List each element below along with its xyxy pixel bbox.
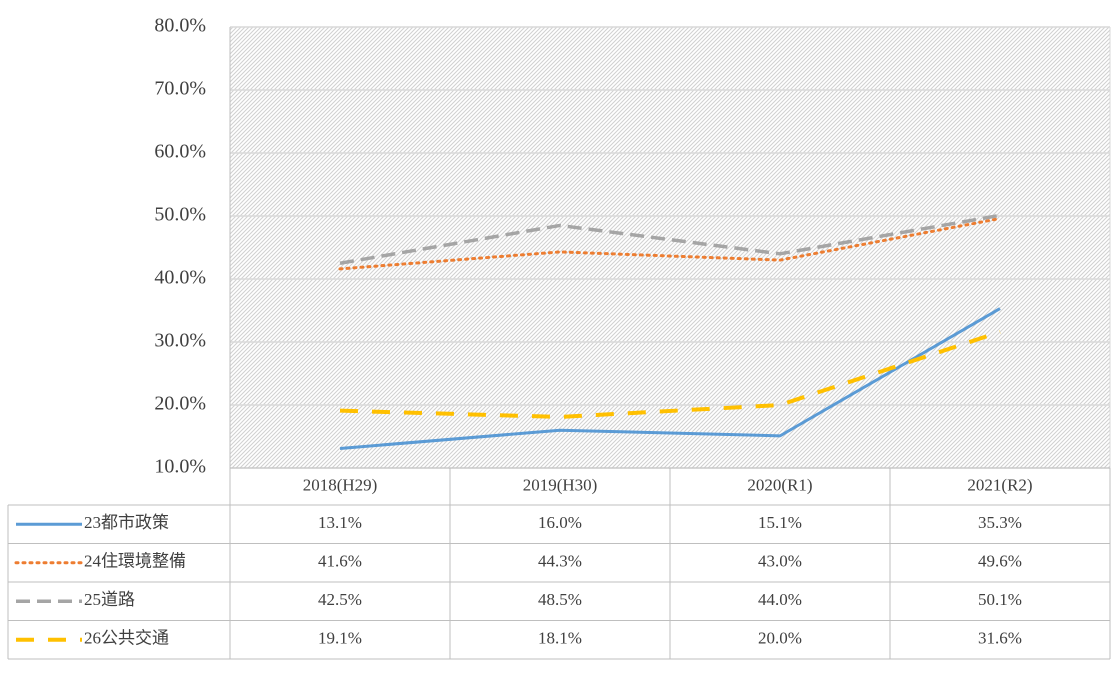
table-value: 18.1%: [538, 629, 582, 648]
x-tick-label: 2021(R2): [967, 475, 1032, 494]
table-value: 44.3%: [538, 552, 582, 571]
legend-label: 24住環境整備: [84, 552, 186, 571]
y-tick-label: 40.0%: [154, 267, 206, 289]
series-line: [339, 307, 1001, 450]
table-value: 19.1%: [318, 629, 362, 648]
y-tick-label: 70.0%: [154, 78, 206, 100]
table-value: 20.0%: [758, 629, 802, 648]
legend-label: 23都市政策: [84, 513, 169, 532]
y-tick-label: 10.0%: [154, 456, 206, 478]
table-value: 42.5%: [318, 590, 362, 609]
series-line: [339, 330, 1001, 419]
table-value: 43.0%: [758, 552, 802, 571]
y-tick-label: 20.0%: [154, 393, 206, 415]
legend-label: 25道路: [84, 590, 135, 609]
y-tick-label: 50.0%: [154, 204, 206, 226]
table-value: 44.0%: [758, 590, 802, 609]
table-value: 13.1%: [318, 513, 362, 532]
series-line: [339, 213, 1001, 265]
table-value: 31.6%: [978, 629, 1022, 648]
y-tick-label: 30.0%: [154, 330, 206, 352]
x-tick-label: 2020(R1): [747, 475, 812, 494]
y-tick-label: 80.0%: [154, 15, 206, 37]
series-line: [338, 217, 1002, 271]
plot-area: [230, 27, 1110, 468]
table-value: 15.1%: [758, 513, 802, 532]
table-value: 50.1%: [978, 590, 1022, 609]
x-tick-label: 2019(H30): [523, 475, 598, 494]
table-value: 49.6%: [978, 552, 1022, 571]
x-tick-label: 2018(H29): [303, 475, 378, 494]
table-value: 41.6%: [318, 552, 362, 571]
table-value: 35.3%: [978, 513, 1022, 532]
table-value: 16.0%: [538, 513, 582, 532]
table-value: 48.5%: [538, 590, 582, 609]
y-tick-label: 60.0%: [154, 141, 206, 163]
legend-label: 26公共交通: [84, 629, 169, 648]
